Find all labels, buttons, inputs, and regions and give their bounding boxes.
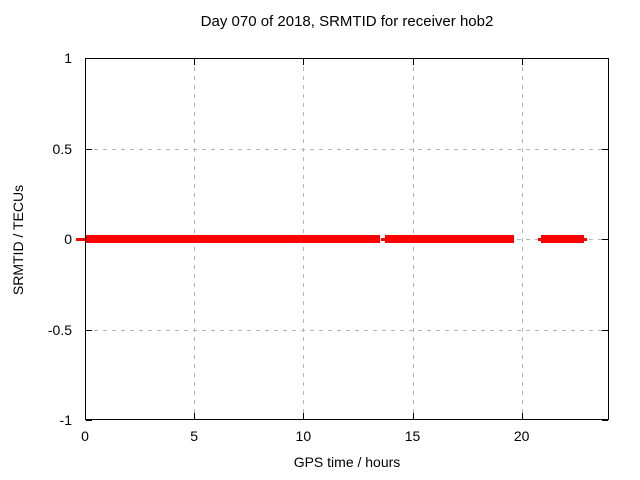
x-tick-mark (194, 413, 196, 419)
y-tick-mark (602, 329, 608, 331)
data-series-segment-thin (538, 237, 542, 241)
plot-border (85, 58, 609, 420)
x-tick-label: 15 (404, 428, 421, 444)
chart-title: Day 070 of 2018, SRMTID for receiver hob… (200, 13, 494, 30)
y-gridline (85, 148, 609, 150)
y-tick-mark (86, 420, 92, 421)
data-series-segment (384, 235, 515, 243)
x-tick-label: 5 (190, 428, 199, 444)
x-tick-mark (521, 59, 523, 65)
y-gridline (85, 329, 609, 331)
x-tick-label: 20 (513, 428, 530, 444)
y-tick-mark (86, 148, 92, 150)
x-tick-label: 10 (295, 428, 312, 444)
y-tick-label: -1 (59, 412, 72, 428)
x-tick-mark (521, 413, 523, 419)
x-axis-label: GPS time / hours (293, 454, 401, 470)
data-series-segment-thin (76, 237, 85, 241)
x-tick-label: 0 (81, 428, 89, 444)
y-tick-label: 0.5 (52, 140, 72, 157)
y-tick-mark (602, 148, 608, 150)
y-axis-label: SRMTID / TECUs (10, 184, 26, 296)
data-series-segment (85, 235, 380, 243)
data-series-segment (541, 235, 585, 243)
data-series-segment-thin (381, 237, 385, 241)
data-series-segment-thin (584, 237, 588, 241)
x-tick-mark (303, 59, 305, 65)
y-tick-label: 0 (64, 231, 72, 247)
x-tick-mark (412, 59, 414, 65)
y-tick-label: 1 (64, 50, 72, 66)
x-tick-mark (194, 59, 196, 65)
x-tick-mark (303, 413, 305, 419)
y-tick-mark (602, 420, 608, 421)
y-tick-label: -0.5 (47, 321, 72, 338)
y-tick-mark (86, 329, 92, 331)
x-tick-mark (412, 413, 414, 419)
y-tick-mark (602, 239, 608, 240)
